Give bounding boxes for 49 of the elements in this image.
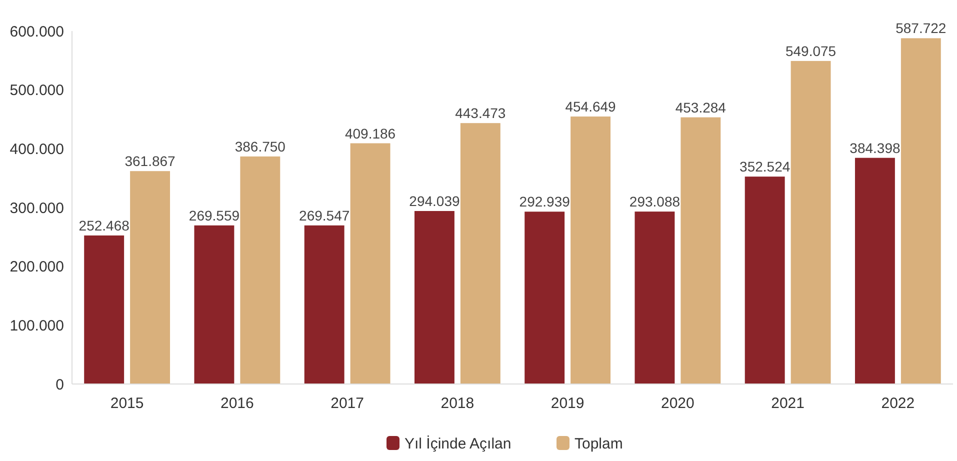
y-tick-label: 400.000 xyxy=(10,140,64,158)
bar xyxy=(634,212,675,384)
data-label: 453.284 xyxy=(675,99,726,116)
data-label: 384.398 xyxy=(850,140,900,156)
x-tick-label: 2015 xyxy=(110,395,144,412)
bar xyxy=(680,117,721,384)
bar xyxy=(790,60,831,384)
data-label: 454.649 xyxy=(565,98,616,115)
data-label: 549.075 xyxy=(785,42,836,59)
y-tick-label: 600.000 xyxy=(10,23,64,40)
y-tick-label: 200.000 xyxy=(10,258,64,276)
x-tick-label: 2019 xyxy=(550,395,584,412)
data-label: 361.867 xyxy=(124,153,176,170)
data-label: 386.750 xyxy=(234,138,286,154)
bar xyxy=(194,225,234,384)
x-tick-label: 2021 xyxy=(771,395,804,412)
data-label: 269.559 xyxy=(188,207,240,224)
data-label: 269.547 xyxy=(299,207,350,224)
x-tick-label: 2020 xyxy=(661,395,694,412)
bar xyxy=(130,171,170,384)
x-tick-label: 2018 xyxy=(440,395,474,412)
bar xyxy=(854,158,895,384)
y-tick-label: 300.000 xyxy=(10,200,64,217)
bar xyxy=(570,116,611,384)
data-label: 293.088 xyxy=(629,194,680,210)
bar xyxy=(900,38,941,384)
y-tick-label: 500.000 xyxy=(10,82,64,100)
data-label: 292.939 xyxy=(519,194,570,210)
x-tick-label: 2016 xyxy=(220,395,254,412)
x-tick-label: 2022 xyxy=(881,395,915,412)
bar xyxy=(84,235,124,384)
data-label: 294.039 xyxy=(409,193,460,210)
bar xyxy=(350,143,390,384)
data-label: 409.186 xyxy=(344,125,396,142)
y-tick-label: 0 xyxy=(56,376,64,394)
data-label: 443.473 xyxy=(455,105,506,122)
data-label: 352.524 xyxy=(740,158,790,175)
bar xyxy=(414,211,454,384)
y-tick-label: 100.000 xyxy=(10,317,64,334)
bar xyxy=(304,225,344,384)
x-tick-label: 2017 xyxy=(330,395,364,412)
data-label: 252.468 xyxy=(78,217,130,234)
bar xyxy=(744,176,785,384)
legend-label: Toplam xyxy=(574,435,623,452)
bar xyxy=(460,123,500,384)
bar xyxy=(524,212,565,384)
data-label: 587.722 xyxy=(896,20,946,36)
bar xyxy=(240,156,280,384)
legend-label: Yıl İçinde Açılan xyxy=(404,434,512,452)
